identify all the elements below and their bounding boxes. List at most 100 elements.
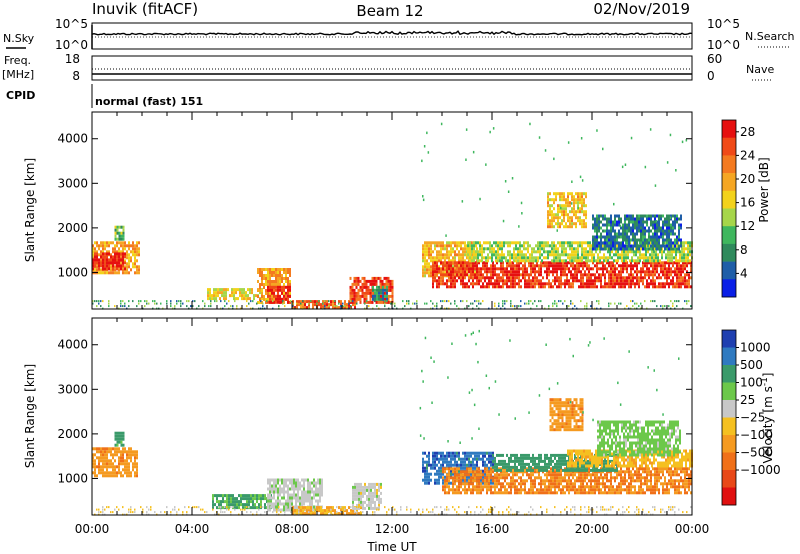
velocity-colorbar-label: Velocity [m s-1] xyxy=(760,373,775,464)
speckle xyxy=(485,374,488,377)
y-tick-label: 1000 xyxy=(57,471,88,485)
y-tick-label: 4000 xyxy=(57,338,88,352)
beam-title: Beam 12 xyxy=(356,2,423,20)
colorbar-tick-label: −1000 xyxy=(740,463,781,477)
speckle xyxy=(514,417,516,420)
speckle xyxy=(472,331,474,334)
data-region xyxy=(114,431,125,447)
colorbar-tick-label: 20 xyxy=(740,172,755,186)
power-ylabel: Slant Range [km] xyxy=(23,158,37,262)
colorbar-segment xyxy=(722,155,736,174)
data-region xyxy=(372,285,388,301)
speckle xyxy=(421,159,423,163)
speckle xyxy=(426,131,428,135)
speckle xyxy=(475,342,477,346)
nsky-label: N.Sky xyxy=(3,32,35,45)
freq-tick-top: 18 xyxy=(65,52,80,66)
speckle xyxy=(511,177,514,180)
speckle xyxy=(440,122,443,126)
speckle xyxy=(488,386,490,390)
colorbar-segment xyxy=(722,120,736,138)
colorbar-segment xyxy=(722,470,736,488)
data-region xyxy=(267,478,323,512)
colorbar-segment xyxy=(722,261,736,280)
freq-unit-label: [MHz] xyxy=(2,68,34,81)
speckle xyxy=(422,380,424,383)
speckle xyxy=(669,133,672,137)
x-axis-label: Time UT xyxy=(366,540,417,554)
speckle xyxy=(569,401,572,404)
y-tick-label: 1000 xyxy=(57,265,88,279)
speckle xyxy=(582,411,584,414)
speckle xyxy=(669,216,672,219)
colorbar-tick-label: −500 xyxy=(740,446,773,460)
colorbar-tick-label: −100 xyxy=(740,428,773,442)
speckle xyxy=(592,418,594,422)
speckle xyxy=(603,337,605,340)
speckle xyxy=(507,190,510,193)
speckle xyxy=(619,224,622,228)
speckle xyxy=(472,150,475,154)
speckle xyxy=(423,145,426,148)
speckle xyxy=(602,147,604,151)
speckle xyxy=(656,388,658,392)
speckle xyxy=(662,413,664,416)
nave-label: Nave xyxy=(746,63,774,76)
speckle xyxy=(619,403,622,406)
speckle xyxy=(427,151,430,154)
speckle xyxy=(556,229,558,232)
colorbar-tick-label: −25 xyxy=(740,411,765,425)
colorbar-segment xyxy=(722,382,736,401)
colorbar-frame xyxy=(721,119,737,298)
speckle xyxy=(485,163,487,166)
speckle xyxy=(465,128,468,131)
speckle xyxy=(471,388,473,392)
speckle xyxy=(685,139,688,142)
nave-tick-bottom: 0 xyxy=(707,69,715,83)
speckle xyxy=(478,427,480,430)
x-tick-label: 08:00 xyxy=(275,522,310,536)
colorbar-tick-label: 1000 xyxy=(740,341,771,355)
speckle xyxy=(521,212,523,215)
speckle xyxy=(433,360,435,363)
x-tick-label: 16:00 xyxy=(475,522,510,536)
colorbar-tick-label: 12 xyxy=(740,219,755,233)
speckle xyxy=(498,413,500,416)
speckle xyxy=(647,366,649,369)
speckle xyxy=(473,403,476,407)
power-colorbar-label: Power [dB] xyxy=(757,157,771,222)
speckle xyxy=(492,127,495,130)
colorbar-segment xyxy=(722,226,736,245)
speckle xyxy=(461,200,464,203)
data-region xyxy=(547,192,587,229)
speckle xyxy=(447,376,449,379)
speckle xyxy=(678,357,680,360)
station-title: Inuvik (fitACF) xyxy=(92,0,198,18)
speckle xyxy=(666,161,669,164)
speckle xyxy=(622,223,624,227)
nsky-tick-bottom: 10^0 xyxy=(55,38,88,52)
speckle xyxy=(445,234,447,237)
speckle xyxy=(423,437,425,440)
speckle xyxy=(419,406,422,410)
colorbar-tick-label: 16 xyxy=(740,196,755,210)
colorbar-segment xyxy=(722,330,736,348)
x-tick-label: 00:00 xyxy=(675,522,710,536)
speckle xyxy=(468,391,471,394)
speckle xyxy=(571,180,573,183)
colorbar-segment xyxy=(722,452,736,471)
speckle xyxy=(577,206,579,210)
speckle xyxy=(675,169,677,172)
speckle xyxy=(422,195,424,198)
speckle xyxy=(447,440,449,443)
velocity-ylabel: Slant Range [km] xyxy=(23,364,37,468)
speckle xyxy=(431,401,433,404)
colorbar-segment xyxy=(722,487,736,506)
speckle xyxy=(504,180,507,183)
speckle xyxy=(494,380,497,383)
speckle xyxy=(470,332,473,336)
speckle xyxy=(419,434,422,437)
data-region xyxy=(467,241,693,263)
nsky-tick-top: 10^5 xyxy=(55,17,88,31)
